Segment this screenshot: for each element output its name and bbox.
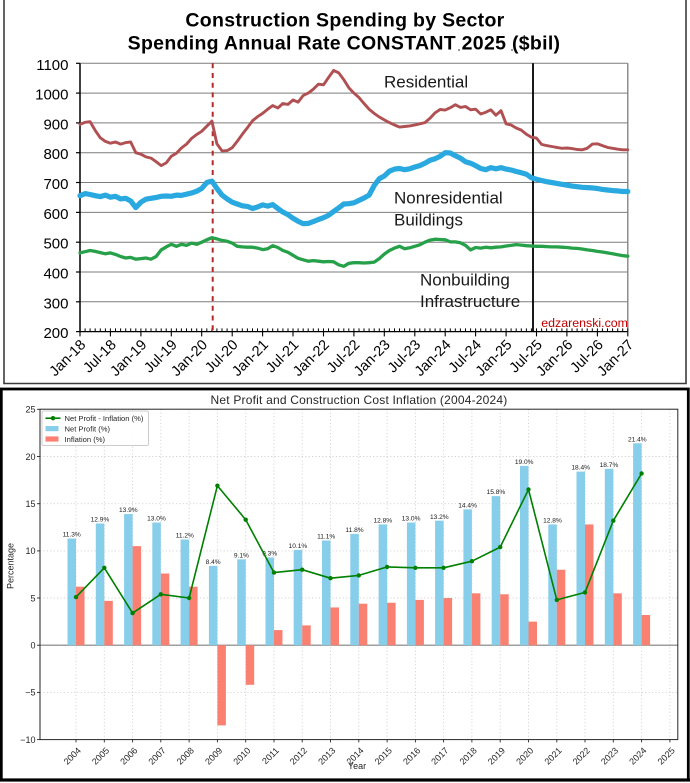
svg-text:Year: Year	[348, 761, 366, 771]
svg-text:800: 800	[43, 146, 68, 163]
svg-text:20: 20	[25, 452, 35, 462]
svg-text:5: 5	[30, 593, 35, 603]
svg-text:12.8%: 12.8%	[373, 518, 392, 525]
svg-text:500: 500	[43, 236, 68, 253]
svg-text:9.1%: 9.1%	[234, 552, 249, 559]
svg-text:10: 10	[25, 546, 35, 556]
svg-text:19.0%: 19.0%	[515, 459, 534, 466]
svg-text:15.8%: 15.8%	[487, 489, 506, 496]
svg-text:Residential: Residential	[384, 73, 468, 92]
svg-text:21.4%: 21.4%	[628, 436, 647, 443]
svg-text:1000: 1000	[35, 87, 68, 104]
svg-text:Buildings: Buildings	[394, 211, 463, 230]
svg-text:Net Profit - Inflation (%): Net Profit - Inflation (%)	[65, 414, 144, 423]
svg-text:10.1%: 10.1%	[289, 543, 308, 550]
svg-text:13.9%: 13.9%	[119, 507, 138, 514]
svg-text:11.2%: 11.2%	[176, 533, 194, 540]
svg-text:18.4%: 18.4%	[571, 465, 590, 472]
svg-text:Inflation (%): Inflation (%)	[65, 435, 106, 444]
svg-text:Construction Spending by Secto: Construction Spending by Sector	[185, 10, 504, 32]
svg-text:13.2%: 13.2%	[430, 514, 449, 521]
svg-text:−5: −5	[25, 688, 35, 698]
svg-text:11.8%: 11.8%	[345, 527, 363, 534]
svg-text:Spending Annual Rate CONSTANT: Spending Annual Rate CONSTANT 2025 ($bil…	[128, 32, 561, 54]
svg-text:900: 900	[43, 116, 68, 133]
svg-text:9.3%: 9.3%	[262, 551, 277, 558]
svg-text:0: 0	[30, 641, 35, 651]
svg-text:600: 600	[43, 206, 68, 223]
svg-text:Infrastructure: Infrastructure	[420, 292, 520, 311]
svg-text:Net Profit (%): Net Profit (%)	[65, 424, 111, 433]
svg-text:Nonresidential: Nonresidential	[394, 189, 503, 208]
svg-text:13.0%: 13.0%	[402, 516, 421, 523]
svg-text:13.0%: 13.0%	[147, 516, 166, 523]
svg-text:300: 300	[43, 295, 68, 312]
svg-text:12.9%: 12.9%	[91, 517, 110, 524]
svg-text:200: 200	[43, 325, 68, 342]
svg-text:1100: 1100	[36, 57, 68, 74]
svg-text:Nonbuilding: Nonbuilding	[420, 271, 510, 290]
svg-text:700: 700	[43, 176, 68, 193]
svg-text:12.8%: 12.8%	[543, 518, 562, 525]
svg-text:25: 25	[25, 405, 35, 415]
svg-text:8.4%: 8.4%	[206, 559, 221, 566]
svg-text:11.3%: 11.3%	[63, 532, 81, 539]
svg-text:edzarenski.com: edzarenski.com	[541, 316, 628, 330]
svg-text:Percentage: Percentage	[6, 543, 16, 589]
svg-text:15: 15	[25, 499, 35, 509]
svg-text:11.1%: 11.1%	[317, 534, 335, 541]
svg-text:400: 400	[43, 266, 68, 283]
svg-text:14.4%: 14.4%	[458, 502, 477, 509]
svg-text:18.7%: 18.7%	[600, 462, 619, 469]
svg-text:−10: −10	[20, 735, 35, 745]
svg-text:Net Profit and Construction Co: Net Profit and Construction Cost Inflati…	[211, 393, 508, 407]
